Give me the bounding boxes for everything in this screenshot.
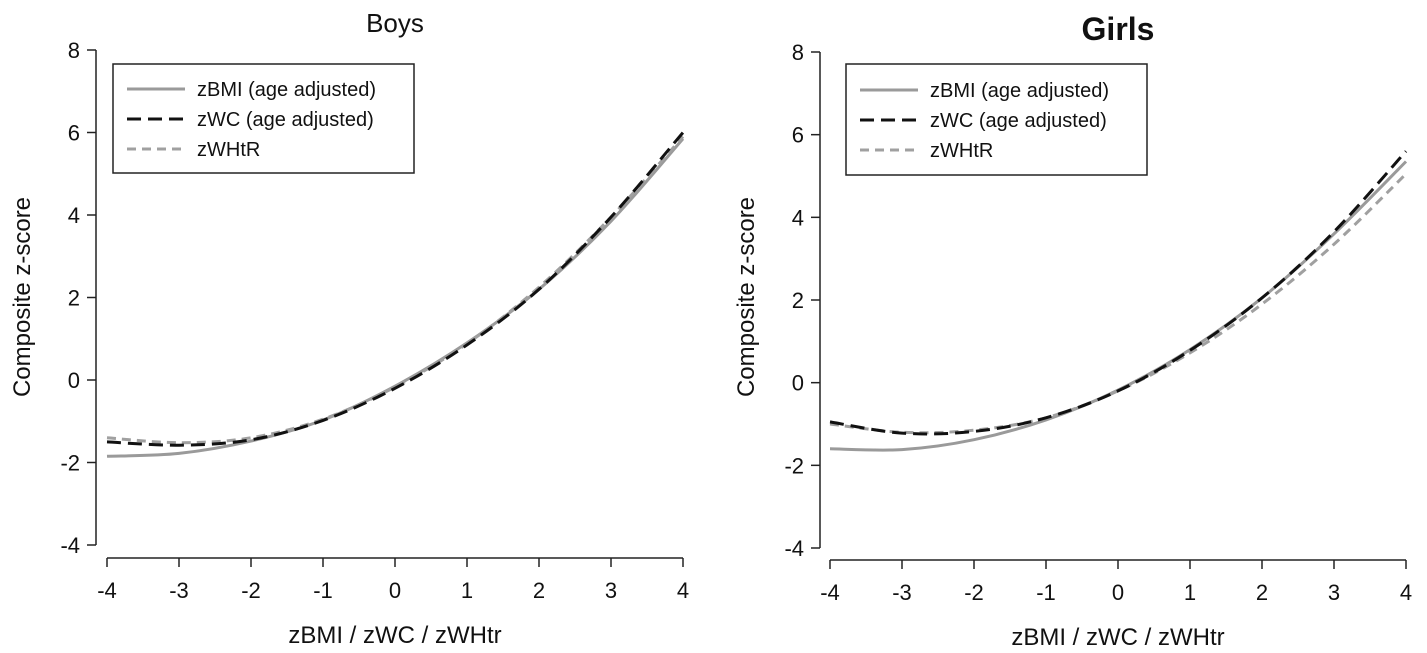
series-line-zbmi: [829, 160, 1408, 452]
y-tick-label: 8: [68, 38, 80, 63]
x-tick-label: -3: [892, 580, 912, 605]
series-lines: [106, 131, 685, 458]
legend-label-zbmi: zBMI (age adjusted): [930, 80, 1109, 102]
x-tick-label: 3: [605, 578, 617, 603]
x-tick-label: 2: [533, 578, 545, 603]
x-tick-label: 0: [389, 578, 401, 603]
x-ticks: -4 -3 -2 -1 0 1 2 3 4: [97, 558, 689, 603]
legend: zBMI (age adjusted) zWC (age adjusted) z…: [112, 63, 415, 174]
legend-label-zwhtr: zWHtR: [197, 139, 260, 161]
x-tick-label: 0: [1112, 580, 1124, 605]
series-line-zwhtr: [106, 135, 685, 445]
series-line-zwc: [829, 150, 1408, 436]
y-tick-label: 6: [68, 121, 80, 146]
x-tick-label: 2: [1256, 580, 1268, 605]
chart-panel-girls: Girls Composite z-score zBMI / zWC / zWH…: [733, 11, 1412, 651]
y-tick-label: 6: [792, 123, 804, 148]
y-tick-label: 2: [792, 288, 804, 313]
chart-panel-boys: Boys Composite z-score zBMI / zWC / zWHt…: [9, 8, 689, 649]
x-tick-label: 4: [1400, 580, 1412, 605]
y-tick-label: 0: [68, 368, 80, 393]
x-tick-label: 3: [1328, 580, 1340, 605]
legend-label-zwc: zWC (age adjusted): [930, 110, 1107, 132]
chart-title: Girls: [1082, 11, 1155, 47]
chart-title: Boys: [366, 8, 424, 38]
x-tick-label: 1: [461, 578, 473, 603]
y-axis-label: Composite z-score: [733, 197, 760, 397]
series-line-zbmi: [106, 137, 685, 458]
y-tick-label: 0: [792, 371, 804, 396]
x-tick-label: -4: [820, 580, 840, 605]
legend: zBMI (age adjusted) zWC (age adjusted) z…: [845, 63, 1148, 176]
x-axis-label: zBMI / zWC / zWHtr: [1011, 624, 1224, 651]
x-tick-label: -2: [241, 578, 261, 603]
y-tick-label: -2: [60, 451, 80, 476]
x-tick-label: -2: [964, 580, 984, 605]
x-tick-label: -1: [313, 578, 333, 603]
legend-label-zwc: zWC (age adjusted): [197, 109, 374, 131]
x-tick-label: 4: [677, 578, 689, 603]
x-tick-label: -1: [1036, 580, 1056, 605]
y-tick-label: -4: [784, 536, 804, 561]
x-ticks: -4 -3 -2 -1 0 1 2 3 4: [820, 560, 1412, 605]
y-ticks: -4 -2 0 2 4 6 8: [784, 40, 820, 561]
x-tick-label: 1: [1184, 580, 1196, 605]
series-lines: [829, 150, 1408, 452]
y-tick-label: -2: [784, 453, 804, 478]
legend-label-zwhtr: zWHtR: [930, 140, 993, 162]
y-tick-label: 4: [68, 203, 80, 228]
y-tick-label: 4: [792, 205, 804, 230]
y-tick-label: 2: [68, 286, 80, 311]
x-axis-label: zBMI / zWC / zWHtr: [288, 622, 501, 649]
legend-box: [845, 63, 1148, 176]
legend-box: [112, 63, 415, 174]
x-tick-label: -3: [169, 578, 189, 603]
y-axis-label: Composite z-score: [9, 197, 36, 397]
legend-label-zbmi: zBMI (age adjusted): [197, 79, 376, 101]
y-tick-label: 8: [792, 40, 804, 65]
y-ticks: -4 -2 0 2 4 6 8: [60, 38, 96, 558]
x-tick-label: -4: [97, 578, 117, 603]
series-line-zwhtr: [829, 172, 1408, 435]
y-tick-label: -4: [60, 533, 80, 558]
series-line-zwc: [106, 131, 685, 447]
